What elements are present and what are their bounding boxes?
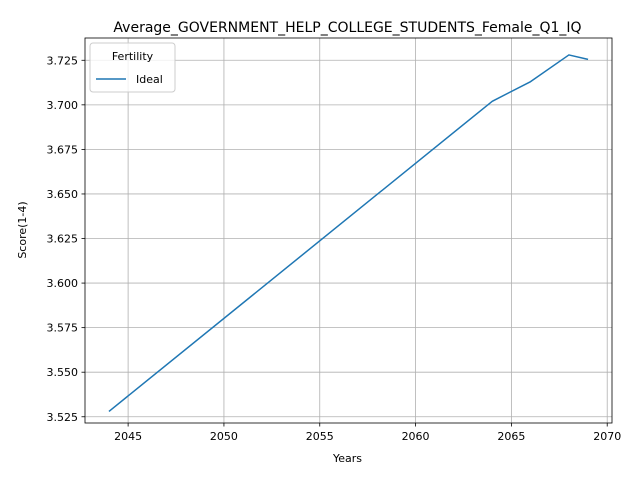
plot-frame	[84, 37, 613, 424]
x-tick-label: 2045	[114, 430, 142, 443]
y-tick-label: 3.675	[47, 143, 79, 156]
x-tick-label: 2060	[402, 430, 430, 443]
y-tick-label: 3.650	[47, 188, 79, 201]
series-line-ideal	[108, 54, 589, 412]
x-tick-label: 2070	[593, 430, 621, 443]
x-tick-label: 2065	[497, 430, 525, 443]
y-tick-label: 3.700	[47, 99, 79, 112]
y-tick-label: 3.525	[47, 411, 79, 424]
grid	[85, 38, 612, 423]
legend-label-ideal: Ideal	[136, 73, 163, 86]
x-axis-label: Years	[332, 452, 362, 465]
y-axis-label: Score(1-4)	[16, 201, 29, 258]
x-tick-label: 2055	[306, 430, 334, 443]
y-axis-ticks: 3.525 3.550 3.575 3.600 3.625 3.650 3.675 3.700…	[47, 54, 85, 424]
series-layer	[108, 54, 589, 412]
x-axis-ticks: 2045 2050 2055 2060 2065 2070	[114, 423, 621, 443]
legend: Fertility Ideal	[89, 42, 176, 93]
y-tick-label: 3.550	[47, 366, 79, 379]
legend-title: Fertility	[112, 50, 154, 63]
x-tick-label: 2050	[210, 430, 238, 443]
y-tick-label: 3.625	[47, 233, 79, 246]
y-tick-label: 3.600	[47, 277, 79, 290]
y-tick-label: 3.575	[47, 322, 79, 335]
y-tick-label: 3.725	[47, 54, 79, 67]
chart-title: Average_GOVERNMENT_HELP_COLLEGE_STUDENTS…	[113, 20, 581, 36]
